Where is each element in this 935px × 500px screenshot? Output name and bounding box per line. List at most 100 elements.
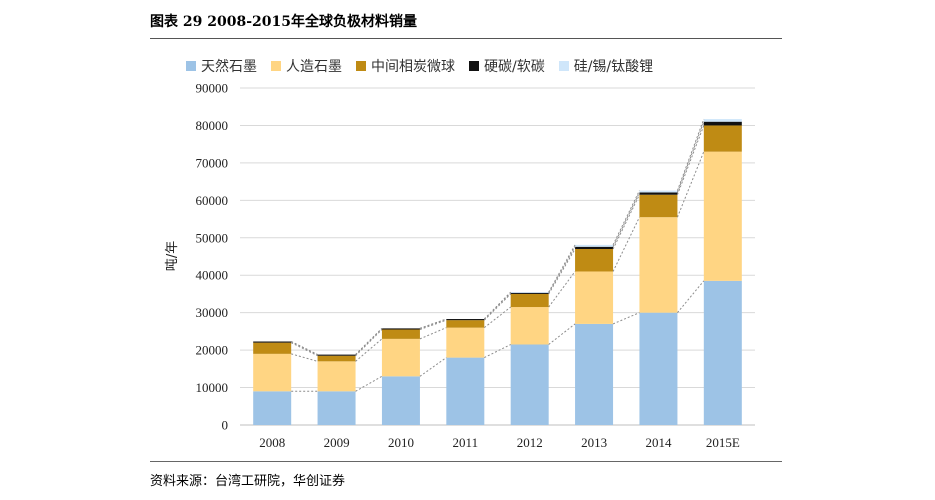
x-tick-label: 2013 bbox=[581, 435, 607, 450]
bar-segment bbox=[639, 190, 678, 193]
legend-swatch bbox=[356, 61, 366, 71]
bar-segment bbox=[510, 292, 549, 294]
series-connector-line bbox=[676, 121, 705, 193]
bar-segment bbox=[381, 376, 420, 425]
x-tick-label: 2009 bbox=[324, 435, 350, 450]
bar-segment bbox=[317, 361, 356, 392]
bar-segment bbox=[510, 293, 549, 308]
bar-segment bbox=[317, 391, 356, 425]
series-connector-line bbox=[484, 344, 511, 359]
title-divider bbox=[150, 38, 782, 39]
legend-label: 天然石墨 bbox=[201, 59, 257, 75]
bar-segment bbox=[317, 354, 356, 356]
bar-segment bbox=[575, 244, 614, 247]
bar-segment bbox=[381, 338, 420, 377]
y-axis-label: 吨/年 bbox=[165, 241, 180, 271]
bar-segment bbox=[575, 323, 614, 425]
x-tick-label: 2015E bbox=[706, 435, 740, 450]
bar-segment bbox=[510, 344, 549, 425]
y-tick-label: 60000 bbox=[196, 193, 229, 208]
legend-swatch bbox=[271, 61, 281, 71]
series-connector-line bbox=[355, 375, 383, 392]
series-connector-line bbox=[419, 357, 447, 377]
y-tick-label: 20000 bbox=[196, 343, 229, 358]
series-connector-line bbox=[419, 327, 447, 340]
x-tick-label: 2012 bbox=[517, 435, 543, 450]
x-tick-label: 2008 bbox=[259, 435, 285, 450]
series-connector-line bbox=[419, 318, 447, 329]
series-connector-line bbox=[548, 248, 576, 295]
y-tick-label: 30000 bbox=[196, 305, 229, 320]
legend-label: 中间相炭微球 bbox=[371, 59, 455, 75]
series-connector-line bbox=[355, 338, 383, 362]
legend-item: 人造石墨 bbox=[271, 56, 342, 76]
series-connector-line bbox=[676, 118, 705, 191]
bar-segment bbox=[703, 280, 742, 425]
bar-segment bbox=[253, 353, 292, 392]
bar-segment bbox=[446, 319, 485, 321]
bar-segment bbox=[703, 151, 742, 281]
bar-segment bbox=[317, 355, 356, 362]
legend-swatch bbox=[469, 61, 479, 71]
series-connector-line bbox=[548, 244, 576, 293]
series-connector-line bbox=[483, 291, 512, 320]
legend-item: 天然石墨 bbox=[186, 56, 257, 76]
bar-segment bbox=[381, 328, 420, 330]
y-tick-label: 70000 bbox=[196, 155, 229, 170]
bar-segment bbox=[446, 320, 485, 328]
figure-title: 图表 29 2008-2015年全球负极材料销量 bbox=[150, 14, 417, 30]
series-connector-line bbox=[612, 190, 640, 246]
series-connector-line bbox=[484, 306, 511, 329]
series-connector-line bbox=[612, 216, 640, 272]
series-connector-line bbox=[548, 246, 576, 294]
series-connector-line bbox=[676, 151, 705, 218]
bar-segment bbox=[381, 329, 420, 339]
legend-item: 中间相炭微球 bbox=[356, 56, 455, 76]
y-tick-label: 0 bbox=[222, 418, 229, 433]
bar-segment bbox=[575, 249, 614, 272]
y-tick-label: 90000 bbox=[196, 81, 229, 96]
legend-label: 硬碳/软碳 bbox=[484, 59, 545, 75]
legend-swatch bbox=[558, 61, 569, 71]
legend-swatch bbox=[186, 61, 196, 71]
bar-segment bbox=[510, 307, 549, 345]
bar-segment bbox=[639, 217, 678, 313]
series-connector-line bbox=[291, 353, 318, 362]
bar-segment bbox=[253, 391, 292, 425]
bar-segment bbox=[446, 327, 485, 358]
y-tick-label: 80000 bbox=[196, 118, 229, 133]
legend-label: 硅/锡/钛酸锂 bbox=[573, 59, 654, 75]
bar-segment bbox=[510, 292, 549, 293]
series-connector-line bbox=[612, 194, 640, 250]
series-connector-line bbox=[419, 319, 447, 330]
bar-segment bbox=[253, 341, 292, 343]
series-connector-line bbox=[548, 323, 576, 345]
y-tick-label: 50000 bbox=[196, 230, 229, 245]
source-divider bbox=[150, 461, 782, 462]
bar-segment bbox=[575, 271, 614, 324]
bar-segment bbox=[639, 192, 678, 195]
bar-segment bbox=[703, 121, 742, 126]
bar-segment bbox=[703, 119, 742, 122]
series-connector-line bbox=[483, 293, 512, 321]
bar-segment bbox=[639, 312, 678, 425]
chart-legend: 天然石墨 人造石墨 中间相炭微球 硬碳/软碳 硅/锡/钛酸锂 bbox=[186, 56, 653, 76]
series-connector-line bbox=[676, 125, 705, 195]
series-connector-line bbox=[290, 341, 318, 356]
source-note: 资料来源：台湾工研院，华创证券 bbox=[150, 474, 346, 489]
bar-segment bbox=[703, 125, 742, 152]
legend-item: 硅/锡/钛酸锂 bbox=[558, 56, 654, 76]
x-tick-label: 2014 bbox=[645, 435, 672, 450]
x-tick-label: 2011 bbox=[453, 435, 479, 450]
bar-segment bbox=[639, 194, 678, 218]
series-connector-line bbox=[290, 342, 318, 357]
y-tick-label: 10000 bbox=[196, 380, 229, 395]
bar-segment bbox=[575, 246, 614, 250]
series-connector-line bbox=[612, 312, 640, 325]
legend-label: 人造石墨 bbox=[286, 59, 342, 75]
y-tick-label: 40000 bbox=[196, 268, 229, 283]
bar-segment bbox=[446, 357, 485, 425]
series-connector-line bbox=[548, 271, 576, 308]
bar-segment bbox=[253, 342, 292, 354]
